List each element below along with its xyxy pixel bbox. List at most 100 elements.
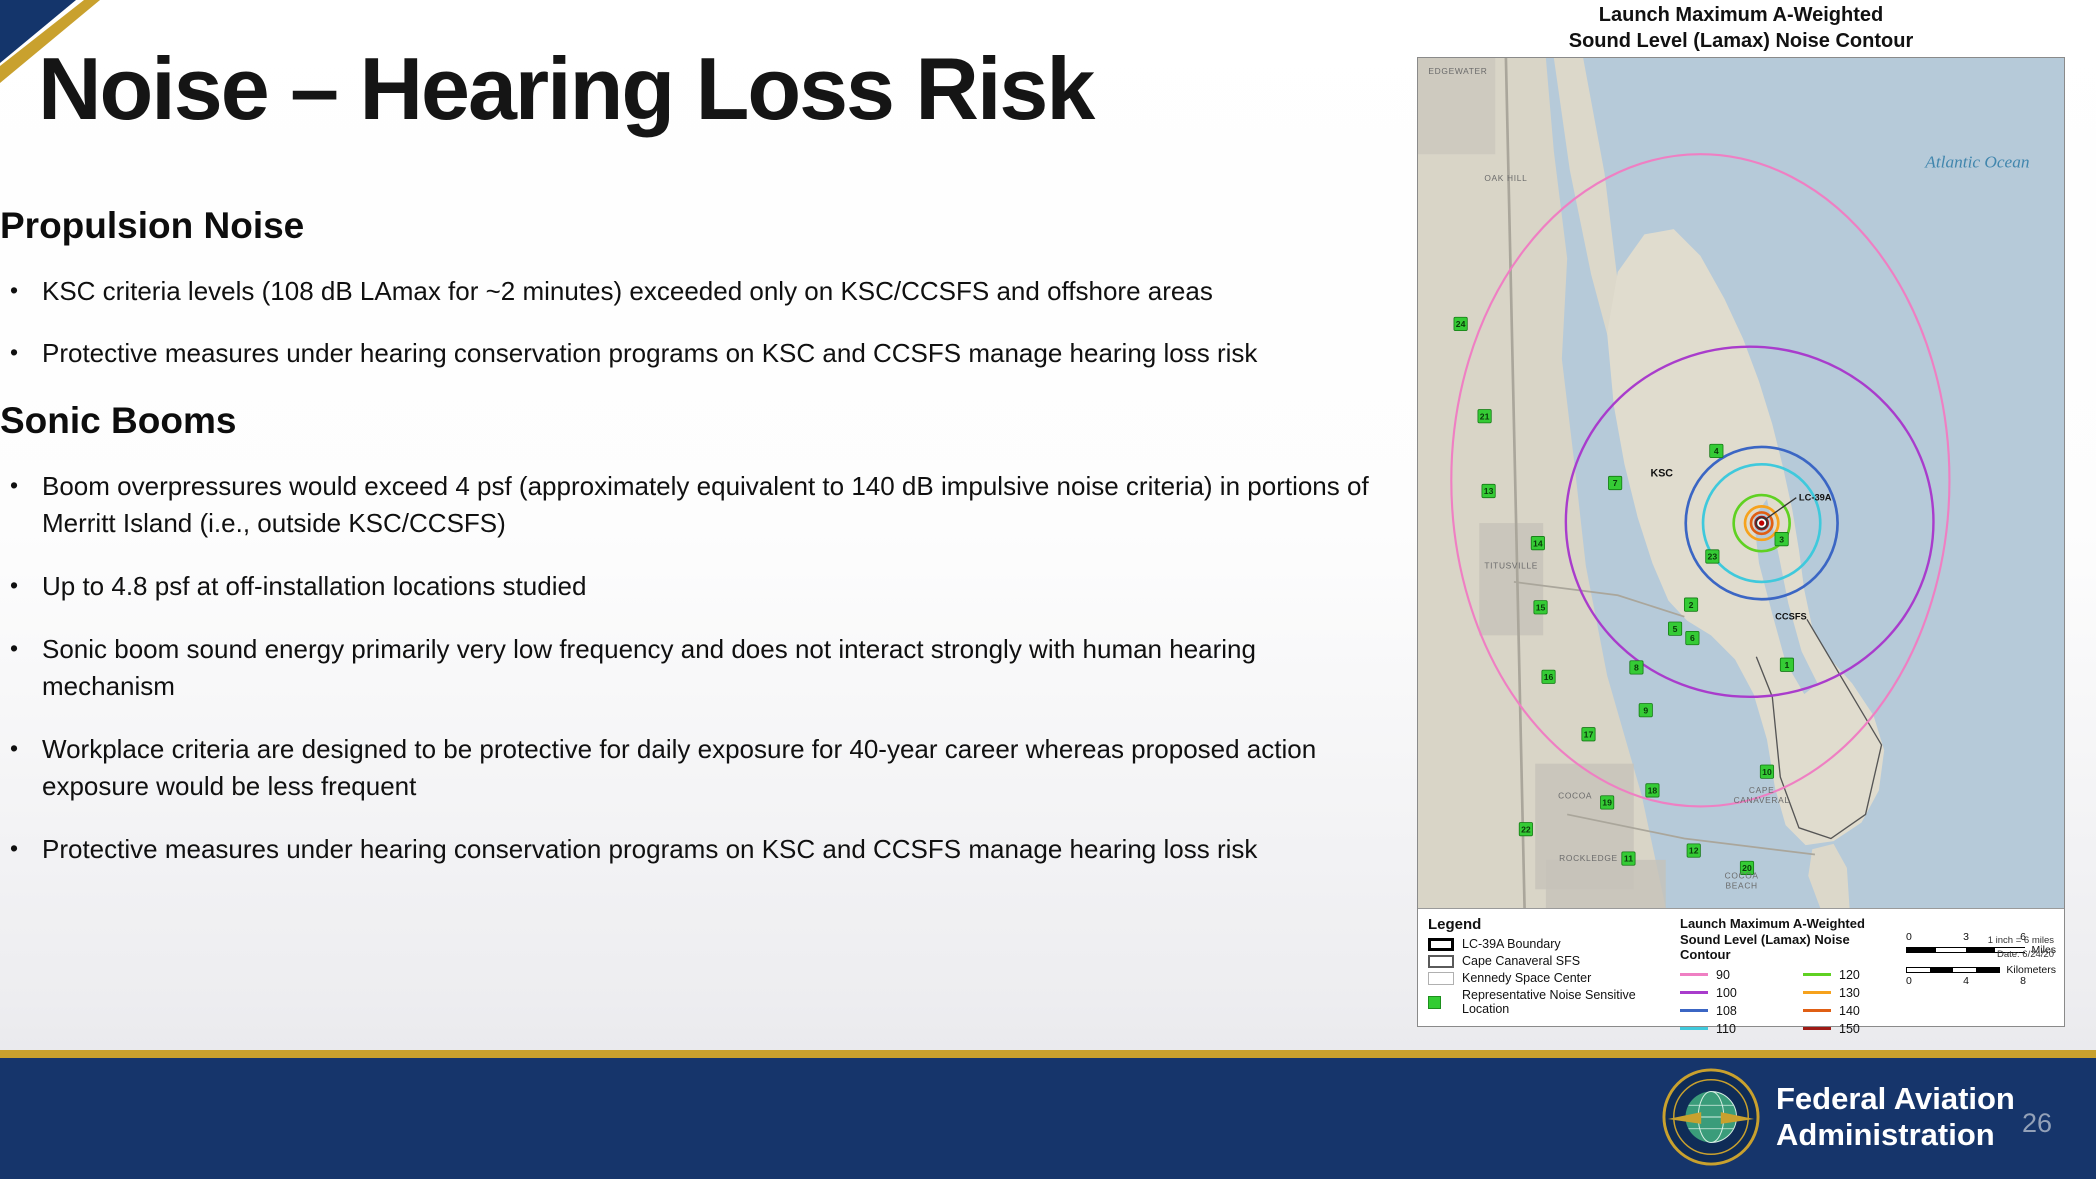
- bullet-item: Protective measures under hearing conser…: [0, 335, 1372, 372]
- legend-item-label: Kennedy Space Center: [1462, 971, 1592, 985]
- urban-patch: [1545, 859, 1666, 908]
- bullet-item: Protective measures under hearing conser…: [0, 831, 1372, 868]
- barrier-island-north: [1553, 58, 1626, 345]
- noise-sensitive-location-12: [1686, 843, 1701, 858]
- noise-sensitive-location-number: 21: [1480, 411, 1490, 421]
- noise-sensitive-location-21: [1477, 409, 1492, 424]
- noise-sensitive-location-10: [1759, 764, 1775, 779]
- contour-legend-entry: 110: [1680, 1022, 1777, 1036]
- ocean-label: Atlantic Ocean: [1924, 153, 2029, 172]
- urban-patch: [1418, 58, 1496, 155]
- noise-sensitive-location-number: 14: [1533, 538, 1543, 548]
- contour-level-label: 108: [1716, 1003, 1737, 1018]
- place-label: TITUSVILLE: [1484, 561, 1538, 571]
- bullet-item: Workplace criteria are designed to be pr…: [0, 731, 1372, 805]
- noise-sensitive-location-23: [1705, 549, 1720, 564]
- road-line: [1504, 58, 1526, 908]
- noise-sensitive-location-number: 7: [1613, 478, 1618, 488]
- scale-bar-kilometers: Kilometers 0 4 8: [1906, 964, 2056, 988]
- page-number: 26: [2021, 1108, 2052, 1138]
- scale-bar: [1906, 966, 2001, 973]
- page-title: Noise – Hearing Loss Risk: [38, 39, 1095, 138]
- contour-legend-entry: 100: [1680, 986, 1777, 1000]
- legend-contour-column: Launch Maximum A-Weighted Sound Level (L…: [1680, 916, 1900, 1036]
- noise-sensitive-location-number: 8: [1634, 663, 1639, 673]
- section-heading: Sonic Booms: [0, 400, 237, 442]
- noise-sensitive-location-13: [1481, 483, 1496, 499]
- noise-sensitive-location-number: 19: [1602, 798, 1612, 808]
- contour-level-label: 110: [1716, 1021, 1736, 1036]
- noise-sensitive-location-18: [1645, 783, 1660, 798]
- noise-sensitive-location-number: 15: [1536, 602, 1546, 612]
- scale-note-inch: 1 inch = 6 miles: [1987, 935, 2054, 946]
- contour-level-label: 100: [1716, 985, 1737, 1000]
- map-title-line2: Sound Level (Lamax) Noise Contour: [1568, 30, 1914, 52]
- noise-sensitive-location-number: 1: [1785, 660, 1790, 670]
- contour-color-swatch: [1803, 1009, 1831, 1013]
- section-heading: Propulsion Noise: [0, 204, 305, 246]
- noise-sensitive-location-number: 11: [1624, 854, 1633, 864]
- contour-color-swatch: [1803, 991, 1831, 995]
- map-svg: 242113714151617423325689110181922111220 …: [1418, 58, 2064, 908]
- noise-sensitive-markers: 24 21 13 7 14 15 16 17 4 23 3 2 5 6 8 9 1 10 18 19 22 11 12 20: [1453, 316, 1795, 875]
- ksc-label: KSC: [1651, 467, 1674, 479]
- legend-contour-grid: 90 100 108 110 120 130 140 150: [1680, 968, 1900, 1036]
- contour-level-label: 90: [1716, 967, 1730, 982]
- ccsfs-label: CCSFS: [1775, 611, 1807, 621]
- contour-color-swatch: [1803, 1027, 1831, 1031]
- noise-contour-108: [1684, 445, 1839, 601]
- contour-level-label: 140: [1839, 1003, 1860, 1018]
- content-column: Noise – Hearing Loss Risk Propulsion Noi…: [0, 39, 1372, 894]
- ccsfs-boundary-line: [1755, 618, 1883, 840]
- noise-sensitive-location-4: [1709, 443, 1724, 459]
- noise-sensitive-location-17: [1581, 727, 1596, 742]
- noise-sensitive-location-16: [1541, 669, 1556, 684]
- noise-sensitive-location-number: 5: [1673, 624, 1678, 634]
- sections: Propulsion Noise KSC criteria levels (108…: [0, 205, 1372, 868]
- noise-sensitive-location-24: [1453, 316, 1468, 332]
- noise-sensitive-location-number: 4: [1714, 446, 1719, 456]
- noise-contour-130: [1743, 505, 1780, 542]
- place-label: EDGEWATER: [1428, 66, 1487, 76]
- noise-contours: [1450, 153, 1951, 808]
- scale-bar-miles: 0 3 6 Miles: [1906, 931, 2056, 956]
- noise-sensitive-location-11: [1621, 851, 1636, 866]
- noise-sensitive-location-number: 3: [1779, 534, 1784, 544]
- contour-color-swatch: [1680, 1027, 1708, 1031]
- lc39a-marker: [1755, 497, 1797, 530]
- scale-tick: 4: [1963, 974, 1969, 987]
- faa-wordmark-line2: Administration: [1776, 1117, 1995, 1152]
- road-line: [1513, 581, 1685, 618]
- bullet-list: KSC criteria levels (108 dB LAmax for ~2…: [0, 273, 1372, 373]
- noise-sensitive-location-22: [1518, 822, 1533, 837]
- mainland-area: [1418, 58, 1666, 908]
- faa-logo: [1662, 1068, 1760, 1166]
- noise-sensitive-location-8: [1629, 660, 1644, 675]
- contour-color-swatch: [1680, 973, 1708, 977]
- contour-legend-entry: 90: [1680, 968, 1777, 982]
- legend-title: Legend: [1428, 916, 1482, 933]
- noise-sensitive-location-number: 9: [1643, 705, 1648, 715]
- legend-item: LC-39A Boundary: [1428, 937, 1680, 951]
- legend-swatch: [1428, 954, 1454, 968]
- noise-contour-120: [1732, 493, 1791, 553]
- scale-tick: 0: [1906, 931, 1912, 943]
- scale-tick: 8: [2020, 974, 2026, 987]
- faa-brand-block: Federal Aviation Administration: [1662, 1068, 2015, 1166]
- legend-boundary-column: Legend LC-39A Boundary Cape Canaveral SFS…: [1428, 916, 1680, 1022]
- noise-contour-100: [1564, 345, 1935, 699]
- map-legend: Legend LC-39A Boundary Cape Canaveral SFS…: [1418, 908, 2064, 1036]
- footer-gold-stripe: [0, 1050, 2096, 1058]
- noise-sensitive-location-14: [1530, 536, 1545, 551]
- legend-swatch: [1428, 937, 1454, 951]
- noise-sensitive-location-19: [1600, 795, 1615, 810]
- noise-sensitive-location-15: [1533, 600, 1548, 615]
- legend-item-label: Cape Canaveral SFS: [1462, 954, 1581, 968]
- contour-level-label: 120: [1839, 967, 1860, 982]
- noise-sensitive-location-number: 2: [1689, 600, 1694, 610]
- noise-sensitive-location-7: [1608, 475, 1623, 491]
- noise-sensitive-location-number: 10: [1762, 767, 1772, 777]
- legend-contour-title-line1: Launch Maximum A-Weighted: [1680, 916, 1865, 931]
- noise-sensitive-location-number: 24: [1456, 319, 1466, 329]
- footer-bar: Federal Aviation Administration 26: [0, 1058, 2096, 1179]
